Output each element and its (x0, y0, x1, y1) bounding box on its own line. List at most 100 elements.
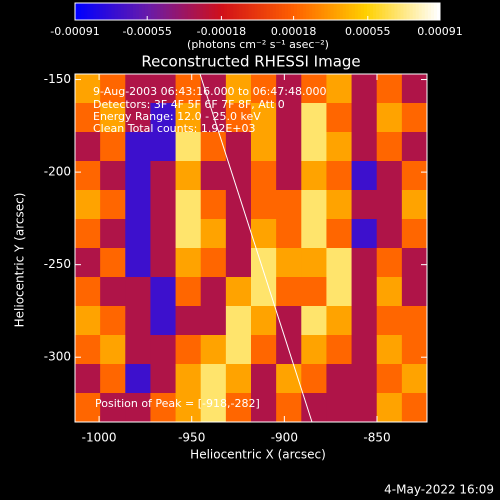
colorbar-tick-label: 0.00018 (271, 25, 317, 38)
heatmap-cell (376, 335, 403, 365)
heatmap-cell (100, 277, 126, 307)
heatmap-cell (225, 306, 252, 336)
colorbar-swatch (120, 3, 125, 20)
colorbar-swatch (202, 3, 207, 20)
heatmap-cell (100, 190, 126, 220)
heatmap-cell (351, 161, 378, 191)
colorbar-swatch (230, 3, 234, 20)
heatmap-cell (401, 161, 428, 191)
annotation: 9-Aug-2003 06:43:16.000 to 06:47:48.000 (93, 85, 327, 98)
heatmap-cell (401, 335, 428, 365)
colorbar-tick-label: 0.00055 (345, 25, 391, 38)
heatmap-cell (125, 190, 151, 220)
colorbar-swatch (327, 3, 331, 20)
colorbar-swatch (154, 3, 158, 20)
heatmap-cell (276, 306, 302, 336)
colorbar-swatch (290, 3, 295, 20)
colorbar-swatch (342, 3, 347, 20)
y-tick-label: -150 (44, 72, 71, 86)
colorbar-swatch (333, 3, 338, 20)
heatmap-cell (125, 277, 151, 307)
colorbar-swatch (126, 3, 131, 20)
colorbar-swatch (412, 3, 417, 20)
heatmap-cell (251, 277, 277, 307)
heatmap-cell (200, 364, 227, 394)
heatmap-cell (326, 364, 353, 394)
heatmap-cell (276, 103, 302, 133)
heatmap-cell (125, 393, 151, 423)
heatmap-cell (326, 132, 353, 162)
colorbar-swatch (403, 3, 408, 20)
colorbar-swatch (111, 3, 116, 20)
colorbar-swatch (196, 3, 201, 20)
colorbar-swatch (330, 3, 335, 20)
heatmap-cell (200, 277, 227, 307)
heatmap-cell (326, 306, 353, 336)
colorbar-swatch (266, 3, 271, 20)
heatmap-cell (276, 132, 302, 162)
heatmap-cell (200, 335, 227, 365)
colorbar-swatch (99, 3, 103, 20)
heatmap-cell (251, 103, 277, 133)
heatmap-cell (376, 103, 403, 133)
colorbar-swatch (227, 3, 231, 20)
heatmap-cell (200, 161, 227, 191)
heatmap-cell (401, 132, 428, 162)
heatmap-cell (376, 364, 403, 394)
colorbar-swatch (242, 3, 246, 20)
annotation: Clean Total counts: 1.92E+03 (93, 122, 256, 135)
colorbar-swatch (193, 3, 198, 20)
colorbar-swatch (117, 3, 122, 20)
heatmap-cell (376, 393, 403, 423)
heatmap-cell (100, 393, 126, 423)
heatmap-cell (351, 74, 378, 104)
colorbar-swatch (221, 3, 225, 20)
annotation: Energy Range: 12.0 - 25.0 keV (93, 110, 261, 123)
heatmap-cell (326, 393, 353, 423)
heatmap-cell (326, 161, 353, 191)
colorbar-swatch (257, 3, 262, 20)
colorbar-swatch (248, 3, 252, 20)
heatmap-cell (75, 306, 101, 336)
colorbar-swatch (363, 3, 368, 20)
colorbar-swatch (175, 3, 179, 20)
heatmap-cell (175, 219, 202, 249)
heatmap-cell (351, 190, 378, 220)
colorbar-swatch (373, 3, 377, 20)
heatmap-cell (75, 335, 101, 365)
colorbar-swatch (324, 3, 328, 20)
heatmap-cell (251, 190, 277, 220)
heatmap-cell (225, 277, 252, 307)
heatmap-cell (225, 335, 252, 365)
peak-label: Position of Peak = [-918,-282] (95, 397, 260, 410)
heatmap-cell (75, 364, 101, 394)
colorbar-swatch (239, 3, 243, 20)
heatmap-cell (150, 335, 177, 365)
colorbar-swatch (123, 3, 128, 20)
y-axis-label: Heliocentric Y (arcsec) (13, 193, 27, 328)
heatmap-cell (251, 335, 277, 365)
heatmap-cell (75, 248, 101, 278)
heatmap-cell (351, 364, 378, 394)
heatmap-cell (301, 190, 327, 220)
heatmap-cell (326, 74, 353, 104)
colorbar-swatch (281, 3, 286, 20)
heatmap-cell (75, 74, 101, 104)
x-axis-label: Heliocentric X (arcsec) (190, 448, 326, 462)
heatmap-cell (150, 248, 177, 278)
heatmap-cell (175, 190, 202, 220)
heatmap-cell (125, 248, 151, 278)
heatmap-cell (200, 248, 227, 278)
heatmap-cell (225, 393, 252, 423)
colorbar-swatch (181, 3, 185, 20)
heatmap-cell (301, 393, 327, 423)
colorbar-swatch (236, 3, 240, 20)
colorbar-tick-label: -0.00055 (122, 25, 171, 38)
heatmap (75, 74, 428, 423)
colorbar-swatch (339, 3, 344, 20)
heatmap-cell (225, 364, 252, 394)
colorbar-swatch (287, 3, 292, 20)
colorbar-swatch (208, 3, 213, 20)
colorbar-swatch (187, 3, 192, 20)
